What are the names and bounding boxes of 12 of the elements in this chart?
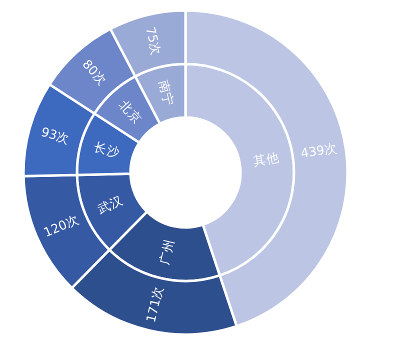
data-label: 93次 <box>40 124 72 146</box>
data-label: 120次 <box>41 212 82 240</box>
slice-label: 南宁 <box>156 78 177 108</box>
slice-label: 武汉 <box>95 192 126 217</box>
slice-label: 北京 <box>116 97 146 126</box>
data-label: 171次 <box>142 284 166 324</box>
slice-label: 其他 <box>252 149 280 168</box>
data-label: 75次 <box>142 25 164 57</box>
data-label: 80次 <box>80 56 110 88</box>
slice-label: 广州 <box>156 238 177 266</box>
data-label: 439次 <box>300 140 338 161</box>
slice-label: 长沙 <box>92 138 122 160</box>
